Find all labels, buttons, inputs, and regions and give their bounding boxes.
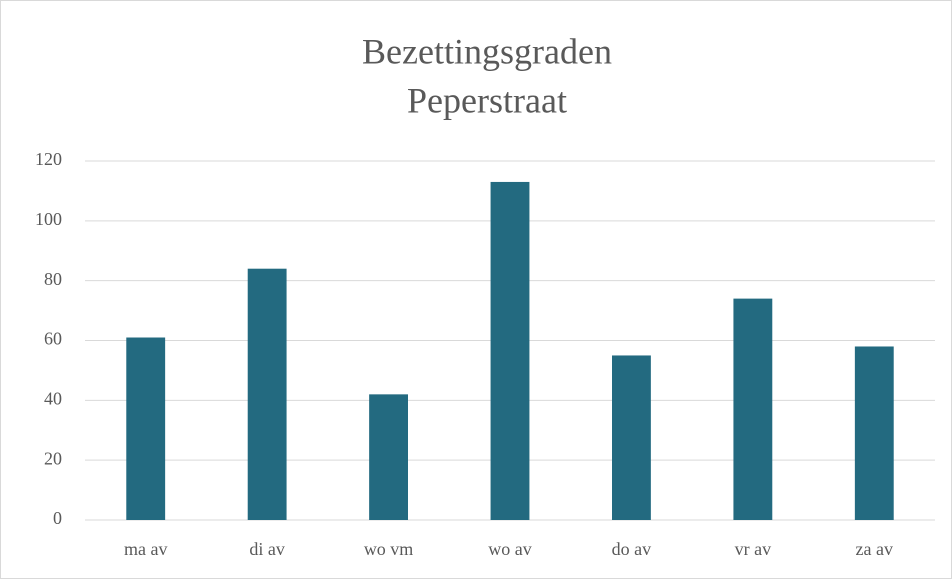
y-tick-label: 60 (44, 329, 62, 349)
chart-title: Bezettingsgraden (362, 31, 612, 71)
bar (490, 181, 530, 521)
x-tick-label: di av (249, 539, 285, 559)
x-tick-label: vr av (735, 539, 771, 559)
x-tick-label: wo vm (364, 539, 414, 559)
y-tick-label: 40 (44, 388, 62, 408)
bar (247, 268, 287, 520)
x-tick-label: za av (856, 539, 893, 559)
y-tick-label: 80 (44, 269, 62, 289)
y-tick-label: 120 (35, 149, 62, 169)
bar (126, 337, 166, 520)
x-tick-label: wo av (488, 539, 532, 559)
bar (854, 346, 894, 520)
bar (612, 355, 651, 520)
y-tick-label: 0 (53, 508, 62, 528)
y-tick-label: 20 (44, 448, 62, 468)
y-tick-label: 100 (35, 209, 62, 229)
bar (369, 394, 408, 520)
chart-title: Peperstraat (407, 80, 567, 120)
x-tick-label: ma av (124, 539, 167, 559)
bar (733, 298, 773, 520)
x-tick-label: do av (612, 539, 652, 559)
